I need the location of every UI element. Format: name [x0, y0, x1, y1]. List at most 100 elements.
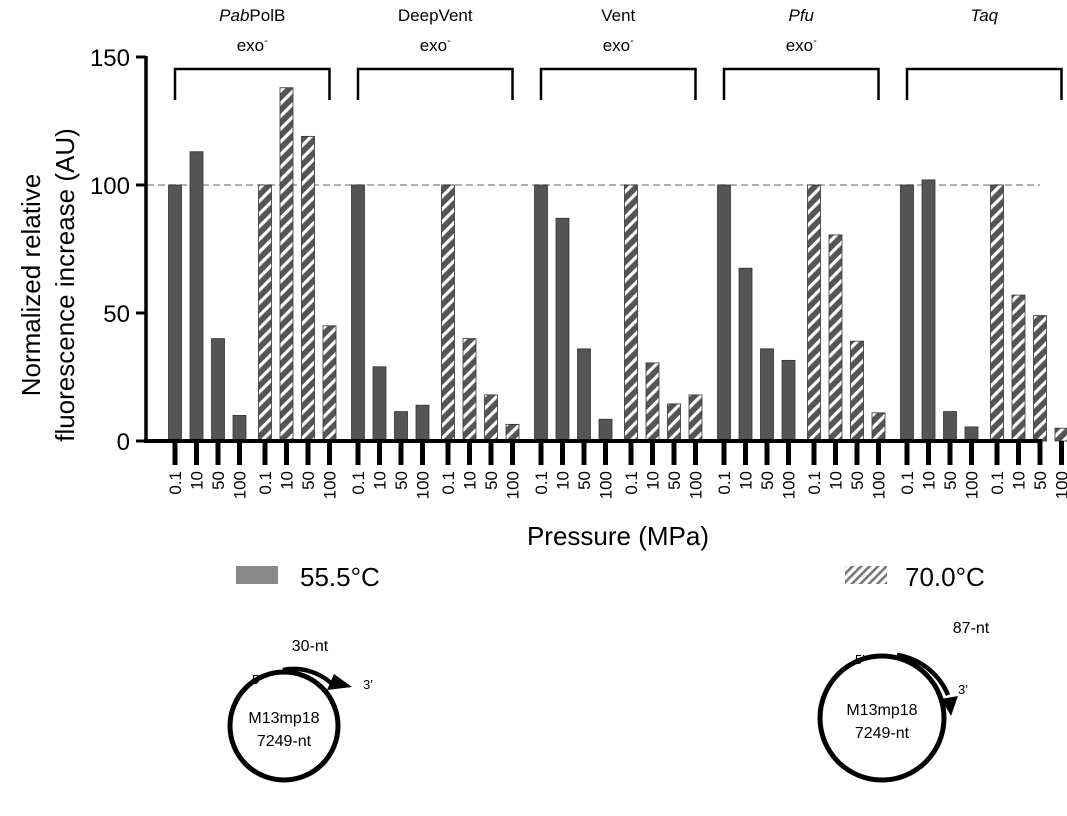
bar-group4-series0-p3 [964, 426, 979, 442]
x-tick-label-group2-series0-p0: 0.1 [532, 471, 551, 495]
y-tick-label-150: 150 [90, 45, 130, 72]
bar-group4-series1-p1 [1011, 294, 1026, 442]
group-title-1: DeepVent [398, 6, 473, 25]
x-tick-label-group1-series0-p0: 0.1 [349, 471, 368, 495]
bar-group3-series1-p0 [807, 184, 821, 442]
legend-swatch-hatched [845, 566, 887, 584]
three-prime-label: 3’ [363, 677, 373, 692]
template-length: 7249-nt [855, 725, 910, 742]
bar-group3-series0-p3 [781, 359, 796, 442]
group-subtitle-0: exo- [237, 35, 268, 55]
bar-group1-series0-p3 [415, 404, 430, 442]
bar-group4-series0-p2 [943, 411, 957, 442]
x-tick-label-group0-series0-p3: 100 [231, 471, 250, 499]
x-tick-label-group1-series0-p1: 10 [371, 471, 390, 490]
x-tick-label-group1-series1-p0: 0.1 [439, 471, 458, 495]
bar-group1-series1-p1 [462, 338, 477, 442]
y-tick-label-50: 50 [103, 301, 130, 328]
x-tick-label-group4-series0-p3: 100 [963, 471, 982, 499]
legend: 55.5°C 70.0°C [236, 562, 985, 592]
bar-group4-series1-p0 [990, 184, 1004, 442]
x-tick-label-group3-series0-p1: 10 [737, 471, 756, 490]
bar-group2-series1-p0 [624, 184, 638, 442]
x-tick-label-group1-series0-p3: 100 [414, 471, 433, 499]
legend-swatch-solid [236, 566, 278, 584]
bar-group2-series0-p0 [534, 184, 548, 442]
x-tick-label-group3-series1-p0: 0.1 [805, 471, 824, 495]
group-subtitle-2: exo- [603, 35, 634, 55]
template-length: 7249-nt [257, 733, 312, 750]
x-tick-label-group0-series0-p2: 50 [209, 471, 228, 490]
x-tick-label-group0-series1-p2: 50 [299, 471, 318, 490]
group-bracket-1 [356, 67, 514, 100]
bar-group0-series1-p1 [279, 87, 294, 442]
x-tick-label-group3-series0-p2: 50 [758, 471, 777, 490]
bar-group3-series1-p3 [871, 412, 886, 442]
x-tick-label-group4-series0-p0: 0.1 [898, 471, 917, 495]
group-title-4: Taq [970, 6, 998, 25]
x-tick-label-group0-series1-p0: 0.1 [256, 471, 275, 495]
x-tick-label-group3-series1-p3: 100 [870, 471, 889, 499]
primer-arrowhead [327, 674, 352, 690]
group-bracket-2 [539, 67, 697, 100]
y-tick-label-100: 100 [90, 173, 130, 200]
bar-group3-series1-p2 [850, 340, 864, 442]
x-tick-label-group0-series0-p0: 0.1 [166, 471, 185, 495]
x-tick-label-group0-series1-p1: 10 [278, 471, 297, 490]
bar-group2-series1-p3 [688, 394, 703, 442]
x-tick-label-group1-series0-p2: 50 [392, 471, 411, 490]
bar-group1-series0-p2 [394, 411, 408, 442]
bar-group4-series1-p2 [1033, 315, 1047, 442]
bar-group2-series0-p2 [577, 348, 591, 442]
group-subtitle-3: exo- [786, 35, 817, 55]
primer-arrow [896, 652, 951, 696]
bar-group3-series0-p1 [738, 267, 753, 442]
x-tick-label-group2-series0-p3: 100 [597, 471, 616, 499]
bar-group2-series0-p1 [555, 217, 570, 442]
primer-length-label: 87-nt [953, 620, 990, 637]
x-tick-label-group0-series0-p1: 10 [188, 471, 207, 490]
bar-group2-series0-p3 [598, 418, 613, 442]
bar-group1-series0-p0 [351, 184, 365, 442]
x-tick-label-group0-series1-p3: 100 [321, 471, 340, 499]
bar-group1-series1-p2 [484, 394, 498, 442]
x-tick-label-group3-series0-p0: 0.1 [715, 471, 734, 495]
bar-group1-series0-p1 [372, 366, 387, 442]
y-axis-label-line1: Normalized relative [16, 174, 46, 397]
x-tick-label-group2-series1-p2: 50 [665, 471, 684, 490]
x-tick-label-group1-series1-p1: 10 [461, 471, 480, 490]
primer-length-label: 30-nt [292, 638, 329, 655]
x-tick-label-group3-series0-p3: 100 [780, 471, 799, 499]
x-tick-label-group2-series0-p2: 50 [575, 471, 594, 490]
legend-label-55: 55.5°C [300, 562, 380, 592]
group-subtitle-1: exo- [420, 35, 451, 55]
bar-group0-series0-p0 [168, 184, 182, 442]
x-tick-label-group3-series1-p2: 50 [848, 471, 867, 490]
y-axis-label-line2: fluorescence increase (AU) [50, 128, 80, 442]
template-name: M13mp18 [846, 702, 917, 719]
x-tick-label-group4-series1-p1: 10 [1010, 471, 1029, 490]
bar-group4-series1-p3 [1054, 427, 1067, 442]
x-tick-label-group2-series1-p3: 100 [687, 471, 706, 499]
bar-group0-series0-p3 [232, 414, 247, 442]
bar-group0-series1-p2 [301, 135, 315, 442]
x-tick-label-group3-series1-p1: 10 [827, 471, 846, 490]
primer-diagram-87nt: 87-nt 5’ 3’ M13mp18 7249-nt [817, 620, 990, 783]
bar-group0-series0-p1 [189, 151, 204, 442]
group-title-0: PabPolB [219, 6, 285, 25]
y-tick-label-0: 0 [117, 429, 130, 456]
x-tick-label-group2-series1-p0: 0.1 [622, 471, 641, 495]
x-tick-label-group1-series1-p2: 50 [482, 471, 501, 490]
primer-arrowhead [941, 696, 958, 716]
legend-label-70: 70.0°C [905, 562, 985, 592]
x-tick-label-group4-series1-p0: 0.1 [988, 471, 1007, 495]
template-circle [817, 653, 947, 783]
bar-group4-series0-p1 [921, 179, 936, 442]
bar-group2-series1-p2 [667, 403, 681, 442]
bar-group3-series0-p0 [717, 184, 731, 442]
bar-group2-series1-p1 [645, 362, 660, 442]
bar-group0-series1-p0 [258, 184, 272, 442]
primer-arrow [282, 666, 333, 685]
group-title-2: Vent [601, 6, 635, 25]
